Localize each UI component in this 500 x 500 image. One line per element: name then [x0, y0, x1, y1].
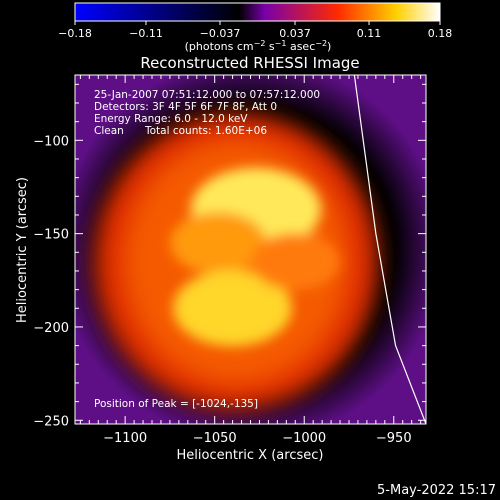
annotation-detectors: Detectors: 3F 4F 5F 6F 7F 8F, Att 0: [94, 101, 277, 113]
y-tick-label: −100: [33, 134, 69, 149]
emission-source: [250, 233, 340, 291]
colorbar-tick-label: −0.11: [129, 27, 163, 40]
solar-limb-curve: [353, 75, 426, 424]
emission-source: [173, 270, 292, 347]
x-axis-label: Heliocentric X (arcsec): [177, 448, 324, 463]
y-axis-label: Heliocentric Y (arcsec): [15, 177, 30, 323]
y-tick-label: −250: [33, 414, 69, 429]
chart-title: Reconstructed RHESSI Image: [140, 54, 359, 72]
y-axis: −100 −150 −200 −250: [33, 83, 426, 429]
x-tick-label: −950: [376, 431, 412, 446]
colorbar-ticks: −0.18 −0.11 −0.037 0.037 0.11 0.18: [58, 21, 452, 40]
colorbar: [74, 2, 441, 22]
y-tick-label: −150: [33, 228, 69, 243]
colorbar-tick-label: 0.18: [428, 27, 453, 40]
x-axis: −1100 −1050 −1000 −950: [79, 75, 422, 446]
annotation-counts: Total counts: 1.60E+06: [144, 125, 267, 137]
x-tick-label: −1000: [282, 431, 326, 446]
colorbar-unit: (photons cm−2 s−1 asec−2): [185, 39, 332, 53]
annotation-energy: Energy Range: 6.0 - 12.0 keV: [94, 113, 248, 125]
annotation-clean: Clean: [94, 125, 124, 137]
footer-date: 5-May-2022 15:17: [377, 483, 496, 498]
emission-source: [170, 212, 267, 274]
x-tick-label: −1100: [103, 431, 147, 446]
colorbar-tick-label: 0.037: [279, 27, 311, 40]
y-tick-label: −200: [33, 321, 69, 336]
heatmap-area: [75, 75, 426, 424]
x-tick-label: −1050: [193, 431, 237, 446]
annotation-time: 25-Jan-2007 07:51:12.000 to 07:57:12.000: [94, 89, 320, 101]
colorbar-tick-label: 0.11: [357, 27, 382, 40]
colorbar-tick-label: −0.037: [200, 27, 241, 40]
annotation-peak: Position of Peak = [-1024,-135]: [94, 398, 258, 410]
colorbar-tick-label: −0.18: [58, 27, 92, 40]
